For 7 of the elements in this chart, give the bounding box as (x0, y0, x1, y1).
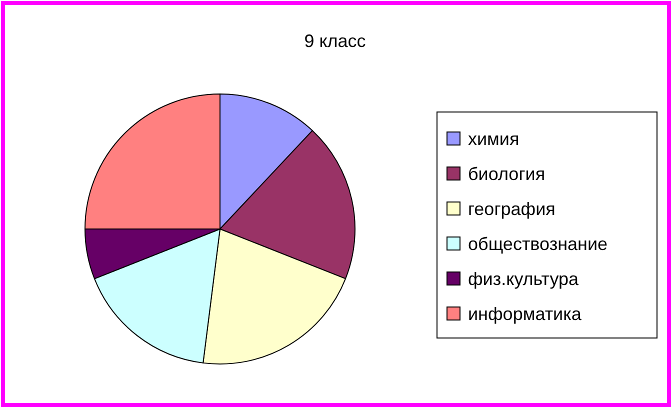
legend-label: география (468, 199, 556, 219)
legend-label: физ.культура (468, 269, 580, 289)
legend-label: обществознание (468, 234, 608, 254)
chart-title: 9 класс (304, 31, 366, 51)
legend-label: биология (468, 164, 546, 184)
legend-label: химия (468, 129, 520, 149)
legend-label: информатика (468, 304, 582, 324)
